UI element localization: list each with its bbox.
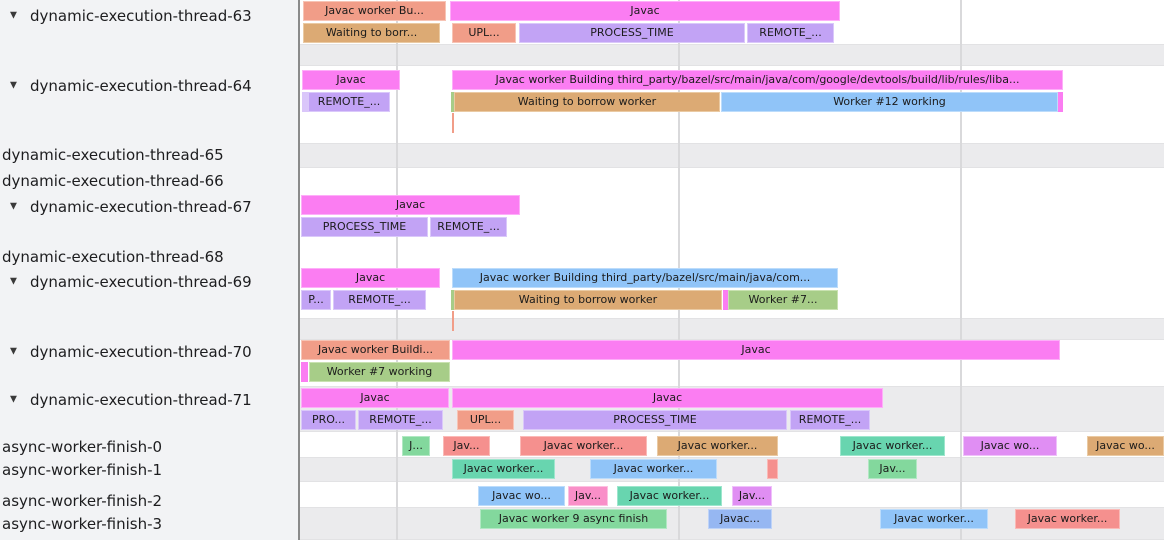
trace-event-bar[interactable]: Waiting to borrow worker bbox=[454, 290, 722, 310]
trace-event-bar[interactable]: Javac bbox=[301, 268, 440, 288]
sidebar-item-dynamic-execution-thread-67[interactable]: ▼ dynamic-execution-thread-67 bbox=[0, 196, 298, 218]
trace-event-bar[interactable] bbox=[451, 92, 454, 112]
trace-event-bar[interactable]: Javac wo... bbox=[478, 486, 565, 506]
track-name-label: dynamic-execution-thread-70 bbox=[30, 343, 252, 361]
time-gridline bbox=[960, 0, 962, 540]
expand-arrow-icon[interactable]: ▼ bbox=[10, 394, 17, 405]
track-name-label: dynamic-execution-thread-71 bbox=[30, 391, 252, 409]
expand-arrow-icon[interactable]: ▼ bbox=[10, 80, 17, 91]
trace-event-bar[interactable] bbox=[452, 113, 454, 133]
expand-arrow-icon[interactable]: ▼ bbox=[10, 346, 17, 357]
trace-event-bar[interactable]: Javac bbox=[450, 1, 840, 21]
trace-event-bar[interactable]: Javac bbox=[452, 388, 883, 408]
trace-event-bar[interactable]: P... bbox=[301, 290, 331, 310]
trace-event-bar[interactable]: REMOTE_... bbox=[790, 410, 870, 430]
trace-event-bar[interactable]: Javac worker Buildi... bbox=[301, 340, 450, 360]
sidebar-item-dynamic-execution-thread-68[interactable]: dynamic-execution-thread-68 bbox=[0, 246, 298, 268]
trace-event-bar[interactable]: Javac... bbox=[708, 509, 772, 529]
trace-event-bar[interactable]: Javac worker... bbox=[840, 436, 945, 456]
trace-event-bar[interactable]: PROCESS_TIME bbox=[523, 410, 787, 430]
timeline-canvas[interactable]: Javac worker Bu... Javac Waiting to borr..… bbox=[300, 0, 1164, 540]
trace-event-bar[interactable]: Javac worker... bbox=[590, 459, 717, 479]
row-background-band bbox=[300, 44, 1164, 66]
track-name-label: async-worker-finish-0 bbox=[2, 438, 163, 456]
trace-event-bar[interactable]: PROCESS_TIME bbox=[519, 23, 745, 43]
row-background-band bbox=[300, 143, 1164, 168]
track-name-label: async-worker-finish-1 bbox=[2, 461, 163, 479]
sidebar-item-dynamic-execution-thread-66[interactable]: dynamic-execution-thread-66 bbox=[0, 170, 298, 192]
trace-event-bar[interactable]: J... bbox=[402, 436, 430, 456]
track-name-label: dynamic-execution-thread-68 bbox=[2, 248, 224, 266]
track-name-label: dynamic-execution-thread-65 bbox=[2, 146, 224, 164]
track-name-sidebar: ▼ dynamic-execution-thread-63 ▼ dynamic-exe… bbox=[0, 0, 300, 540]
expand-arrow-icon[interactable]: ▼ bbox=[10, 276, 17, 287]
trace-event-bar[interactable] bbox=[452, 311, 454, 331]
trace-event-bar[interactable]: Jav... bbox=[732, 486, 772, 506]
trace-event-bar[interactable]: PROCESS_TIME bbox=[301, 217, 428, 237]
trace-event-bar[interactable] bbox=[767, 459, 778, 479]
trace-event-bar[interactable]: Javac bbox=[302, 70, 400, 90]
trace-event-bar[interactable]: Worker #7 working bbox=[309, 362, 450, 382]
trace-event-bar[interactable]: Javac worker... bbox=[1015, 509, 1120, 529]
track-name-label: dynamic-execution-thread-66 bbox=[2, 172, 224, 190]
track-name-label: async-worker-finish-2 bbox=[2, 492, 163, 510]
trace-event-bar[interactable] bbox=[723, 290, 728, 310]
trace-event-bar[interactable]: REMOTE_... bbox=[358, 410, 443, 430]
track-name-label: dynamic-execution-thread-64 bbox=[30, 77, 252, 95]
trace-event-bar[interactable]: REMOTE_... bbox=[308, 92, 390, 112]
trace-event-bar[interactable]: UPL... bbox=[457, 410, 514, 430]
trace-event-bar[interactable]: Worker #7... bbox=[728, 290, 838, 310]
trace-event-bar[interactable]: Javac worker... bbox=[452, 459, 555, 479]
trace-event-bar[interactable]: REMOTE_... bbox=[333, 290, 426, 310]
trace-event-bar[interactable]: Javac worker... bbox=[657, 436, 778, 456]
trace-event-bar[interactable]: Jav... bbox=[868, 459, 917, 479]
trace-event-bar[interactable]: Waiting to borrow worker bbox=[454, 92, 720, 112]
trace-event-bar[interactable]: Jav... bbox=[568, 486, 608, 506]
trace-event-bar[interactable]: Javac wo... bbox=[1087, 436, 1164, 456]
track-name-label: async-worker-finish-3 bbox=[2, 515, 163, 533]
trace-event-bar[interactable]: Javac worker... bbox=[520, 436, 647, 456]
trace-event-bar[interactable]: Javac wo... bbox=[963, 436, 1057, 456]
trace-event-bar[interactable]: Javac worker... bbox=[880, 509, 988, 529]
sidebar-item-dynamic-execution-thread-69[interactable]: ▼ dynamic-execution-thread-69 bbox=[0, 271, 298, 293]
sidebar-item-async-worker-finish-2[interactable]: async-worker-finish-2 bbox=[0, 490, 298, 512]
track-name-label: dynamic-execution-thread-67 bbox=[30, 198, 252, 216]
expand-arrow-icon[interactable]: ▼ bbox=[10, 10, 17, 21]
trace-event-bar[interactable] bbox=[1058, 92, 1063, 112]
trace-event-bar[interactable]: Javac bbox=[301, 388, 449, 408]
sidebar-item-async-worker-finish-0[interactable]: async-worker-finish-0 bbox=[0, 436, 298, 458]
trace-event-bar[interactable]: Javac worker... bbox=[617, 486, 722, 506]
trace-event-bar[interactable]: Jav... bbox=[443, 436, 490, 456]
track-name-label: dynamic-execution-thread-69 bbox=[30, 273, 252, 291]
sidebar-item-async-worker-finish-1[interactable]: async-worker-finish-1 bbox=[0, 459, 298, 481]
trace-event-bar[interactable]: Javac worker Bu... bbox=[303, 1, 446, 21]
trace-event-bar[interactable]: Javac worker Building third_party/bazel/… bbox=[452, 70, 1063, 90]
trace-event-bar[interactable] bbox=[451, 290, 454, 310]
sidebar-item-dynamic-execution-thread-65[interactable]: dynamic-execution-thread-65 bbox=[0, 144, 298, 166]
expand-arrow-icon[interactable]: ▼ bbox=[10, 201, 17, 212]
sidebar-item-dynamic-execution-thread-70[interactable]: ▼ dynamic-execution-thread-70 bbox=[0, 341, 298, 363]
trace-event-bar[interactable]: Javac worker 9 async finish bbox=[480, 509, 667, 529]
sidebar-item-async-worker-finish-3[interactable]: async-worker-finish-3 bbox=[0, 513, 298, 535]
track-name-label: dynamic-execution-thread-63 bbox=[30, 7, 252, 25]
trace-event-bar[interactable]: REMOTE_... bbox=[430, 217, 507, 237]
trace-event-bar[interactable] bbox=[301, 362, 308, 382]
sidebar-item-dynamic-execution-thread-64[interactable]: ▼ dynamic-execution-thread-64 bbox=[0, 75, 298, 97]
trace-event-bar[interactable]: UPL... bbox=[452, 23, 516, 43]
trace-event-bar[interactable]: Javac worker Building third_party/bazel/… bbox=[452, 268, 838, 288]
trace-event-bar[interactable]: Javac bbox=[301, 195, 520, 215]
trace-event-bar[interactable]: REMOTE_... bbox=[747, 23, 834, 43]
trace-event-bar[interactable]: Worker #12 working bbox=[721, 92, 1058, 112]
trace-event-bar[interactable]: Javac bbox=[452, 340, 1060, 360]
trace-event-bar[interactable]: Waiting to borr... bbox=[303, 23, 440, 43]
sidebar-item-dynamic-execution-thread-63[interactable]: ▼ dynamic-execution-thread-63 bbox=[0, 5, 298, 27]
trace-event-bar[interactable] bbox=[302, 92, 308, 112]
row-background-band bbox=[300, 457, 1164, 482]
sidebar-item-dynamic-execution-thread-71[interactable]: ▼ dynamic-execution-thread-71 bbox=[0, 389, 298, 411]
trace-event-bar[interactable]: PRO... bbox=[301, 410, 356, 430]
row-background-band bbox=[300, 318, 1164, 340]
